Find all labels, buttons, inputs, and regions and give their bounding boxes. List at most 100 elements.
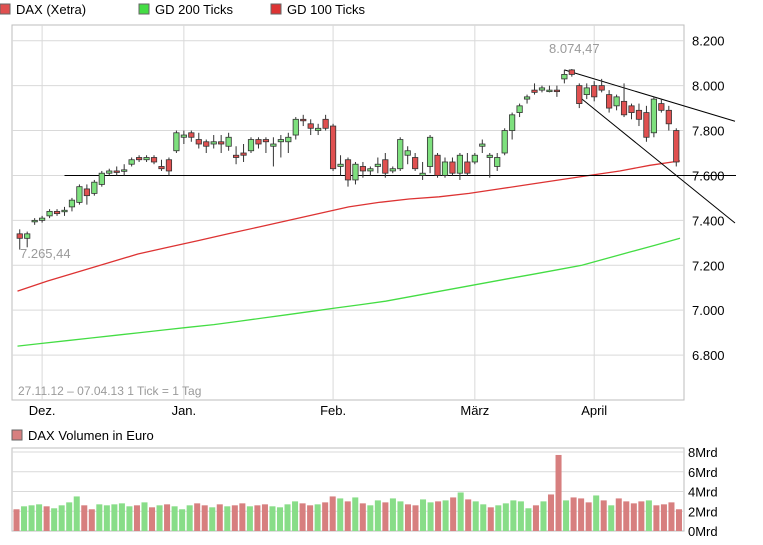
candle-body-down (218, 141, 225, 145)
candle (113, 166, 120, 176)
candle (277, 135, 284, 158)
volume-bar-up (540, 501, 547, 531)
volume-bar-up (525, 508, 532, 531)
candle-body-up (24, 233, 31, 239)
candle-body-down (53, 210, 61, 215)
candle-body-up (315, 127, 322, 131)
candle (128, 157, 135, 167)
candle (136, 155, 143, 162)
legend-item-gd100[interactable]: GD 100 Ticks (270, 2, 366, 17)
candle-body-down (307, 123, 314, 129)
candle-body-up (76, 186, 83, 203)
candle (307, 119, 314, 136)
volume-bar-up (28, 505, 35, 531)
y-tick-label: 8.200 (692, 34, 725, 49)
volume-bar-down (201, 505, 208, 531)
candle (389, 166, 396, 174)
candle-body-up (128, 159, 135, 165)
volume-bar-down (668, 502, 675, 531)
candle (150, 155, 158, 165)
candle-body-down (188, 132, 195, 138)
legend-swatch-volume (11, 429, 23, 441)
x-tick-label: März (460, 403, 489, 418)
series-line-gd100 (17, 160, 681, 292)
y-tick-label: 8.000 (692, 79, 725, 94)
candle (546, 85, 553, 93)
candle (673, 128, 680, 167)
candle-body-up (389, 168, 396, 172)
volume-bar-up (51, 508, 58, 531)
candle (613, 94, 620, 111)
candle (188, 130, 195, 142)
candle-body-up (426, 136, 434, 167)
candle-body-up (143, 157, 150, 161)
candle-body-up (31, 219, 38, 223)
candle-body-down (165, 159, 173, 172)
candle-body-up (68, 199, 76, 208)
volume-y-tick-label: 4Mrd (688, 485, 718, 500)
candle (53, 209, 61, 216)
candle (240, 144, 247, 162)
volume-legend[interactable]: DAX Volumen in Euro (11, 428, 154, 443)
candle-body-down (591, 85, 598, 98)
x-tick-label: Jan. (172, 403, 197, 418)
candle (203, 139, 210, 153)
candle-body-up (39, 217, 46, 221)
lower-trendline (578, 96, 736, 224)
candle (606, 90, 613, 113)
candle-body-down (628, 105, 635, 113)
high-label: 8.074,47 (549, 41, 600, 56)
candle (322, 114, 329, 131)
candle (538, 85, 546, 93)
candle-body-up (337, 163, 344, 167)
candle (195, 132, 202, 149)
legend-item-dax[interactable]: DAX (Xetra) (0, 2, 86, 17)
volume-bar-up (103, 505, 110, 531)
candle (247, 137, 255, 153)
candle-body-down (449, 161, 456, 174)
candle-body-up (486, 154, 493, 158)
candle (106, 168, 113, 176)
candle (576, 83, 583, 109)
candle-body-up (210, 141, 217, 145)
candle-body-up (397, 139, 404, 170)
volume-bar-up (645, 500, 652, 531)
volume-bar-up (209, 507, 216, 531)
volume-bar-up (58, 505, 65, 531)
candle (352, 161, 359, 185)
candle-body-up (180, 134, 187, 138)
candle (628, 103, 635, 120)
volume-bar-up (21, 506, 28, 531)
volume-bar-up (179, 509, 186, 531)
candle-body-up (456, 154, 463, 174)
candle (218, 135, 225, 153)
volume-bar-down (615, 498, 622, 531)
volume-bar-up (608, 505, 615, 531)
candle-body-down (412, 157, 419, 170)
y-tick-label: 6.800 (692, 348, 725, 363)
candle (456, 152, 463, 180)
candle (583, 83, 590, 100)
legend-swatch-dax (0, 3, 11, 15)
candle-body-up (225, 136, 232, 147)
candle (98, 170, 105, 187)
candle (635, 103, 643, 127)
candlestick-series (16, 69, 680, 250)
candle (292, 117, 299, 140)
volume-bar-down (43, 506, 50, 531)
candle (620, 83, 628, 118)
candle-body-down (464, 161, 471, 174)
volume-bar-up (593, 495, 600, 531)
volume-bar-down (547, 494, 555, 531)
candle (121, 164, 128, 176)
candle-body-up (91, 181, 98, 194)
volume-bar-up (495, 505, 502, 531)
candle (419, 161, 426, 180)
legend-item-gd200[interactable]: GD 200 Ticks (138, 2, 234, 17)
y-tick-label: 7.800 (692, 124, 725, 139)
candle-body-down (531, 89, 538, 93)
candle (404, 146, 411, 165)
candle-body-down (255, 139, 262, 145)
candle (426, 135, 434, 174)
volume-bar-down (359, 503, 366, 531)
